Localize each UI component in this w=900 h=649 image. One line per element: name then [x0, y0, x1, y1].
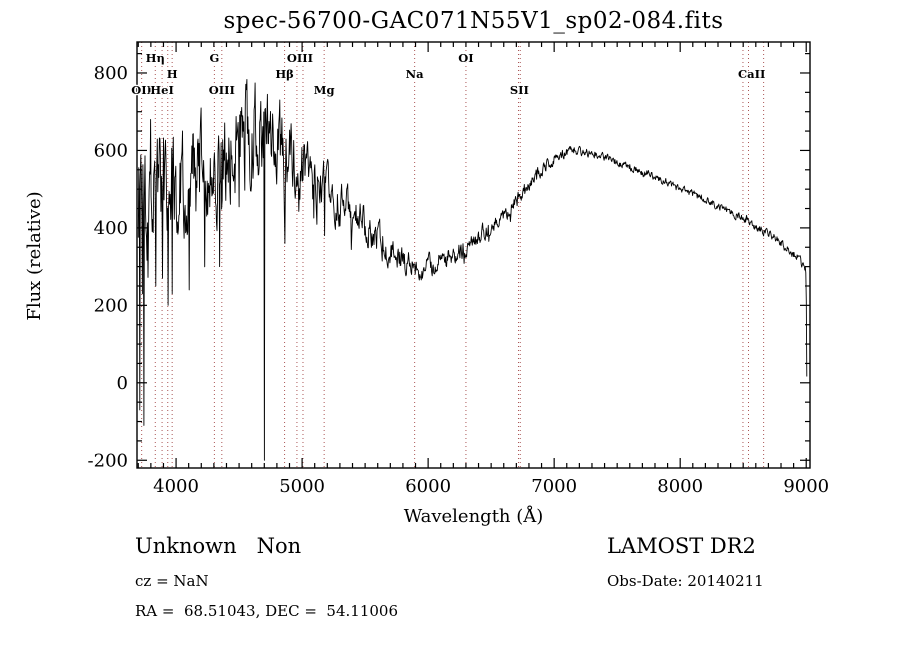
svg-text:H: H — [167, 67, 178, 81]
svg-text:OI: OI — [458, 51, 473, 65]
svg-text:6000: 6000 — [405, 476, 451, 497]
axis-ticks — [137, 42, 810, 468]
svg-text:Na: Na — [406, 67, 425, 81]
svg-text:OIII: OIII — [209, 83, 235, 97]
svg-text:600: 600 — [94, 140, 128, 161]
y-axis-label: Flux (relative) — [24, 191, 45, 321]
svg-text:4000: 4000 — [153, 476, 199, 497]
svg-text:Hβ: Hβ — [275, 67, 294, 81]
svg-text:5000: 5000 — [279, 476, 325, 497]
x-axis-label: Wavelength (Å) — [403, 506, 544, 527]
object-class-label: Unknown Non — [135, 534, 302, 558]
svg-text:7000: 7000 — [531, 476, 577, 497]
svg-text:SII: SII — [510, 83, 529, 97]
svg-text:8000: 8000 — [657, 476, 703, 497]
cz-value-label: cz = NaN — [135, 572, 209, 590]
svg-text:9000: 9000 — [783, 476, 829, 497]
plot-frame — [136, 41, 811, 469]
svg-text:HeI: HeI — [150, 83, 174, 97]
spectrum-trace — [137, 79, 808, 461]
svg-text:800: 800 — [94, 63, 128, 84]
svg-text:0: 0 — [117, 373, 128, 394]
tick-labels: 4000 5000 6000 7000 8000 9000 -200 0 200 400 600 80… — [88, 63, 830, 497]
ra-dec-label: RA = 68.51043, DEC = 54.11006 — [135, 602, 399, 620]
svg-text:OII: OII — [131, 83, 152, 97]
obs-date-label: Obs-Date: 20140211 — [607, 572, 764, 590]
svg-text:Hη: Hη — [146, 51, 165, 65]
svg-text:CaII: CaII — [738, 67, 765, 81]
svg-text:200: 200 — [94, 295, 128, 316]
svg-text:Mg: Mg — [314, 83, 335, 97]
survey-label: LAMOST DR2 — [607, 534, 756, 558]
svg-text:G: G — [209, 51, 219, 65]
svg-text:-200: -200 — [88, 450, 128, 471]
svg-text:400: 400 — [94, 218, 128, 239]
page-title: spec-56700-GAC071N55V1_sp02-084.fits — [223, 8, 724, 34]
svg-text:OIII: OIII — [287, 51, 313, 65]
